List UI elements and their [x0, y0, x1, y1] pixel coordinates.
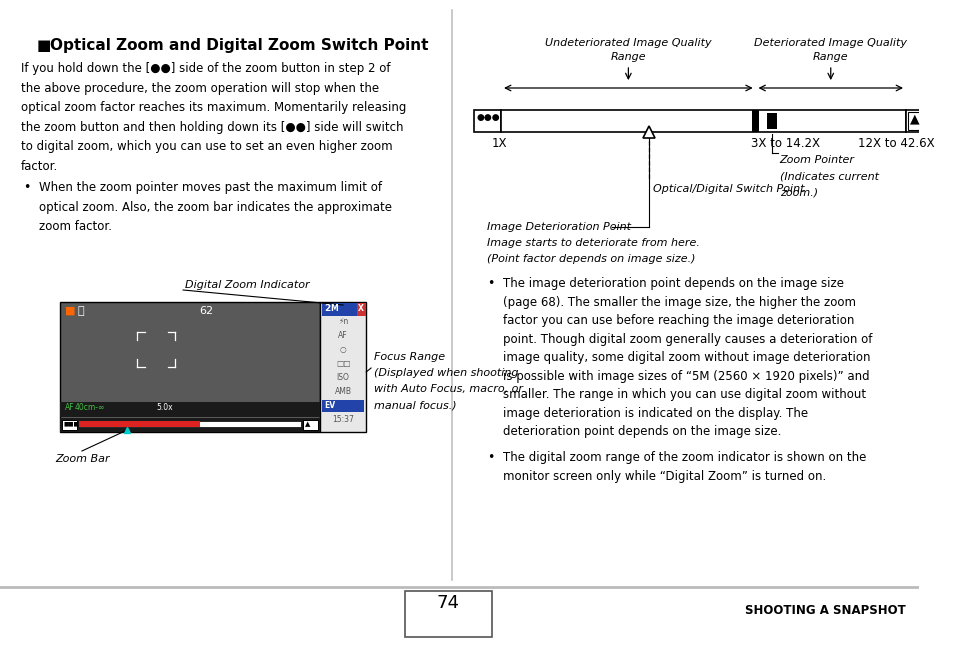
- Bar: [321, 400, 364, 412]
- Text: Zoom Bar: Zoom Bar: [55, 454, 110, 464]
- Text: zoom.): zoom.): [779, 187, 817, 197]
- Text: factor.: factor.: [21, 160, 58, 172]
- Text: deterioration point depends on the image size.: deterioration point depends on the image…: [502, 425, 781, 438]
- Text: •: •: [486, 452, 494, 464]
- Text: •: •: [486, 277, 494, 290]
- Text: AF: AF: [338, 331, 348, 340]
- Bar: [404, 591, 491, 637]
- Text: the above procedure, the zoom operation will stop when the: the above procedure, the zoom operation …: [21, 81, 379, 94]
- Bar: [766, 113, 776, 129]
- Text: point. Though digital zoom generally causes a deterioration of: point. Though digital zoom generally cau…: [502, 333, 872, 346]
- Text: 15:37: 15:37: [332, 415, 354, 424]
- Bar: [60, 402, 319, 417]
- Text: (Point factor depends on image size.): (Point factor depends on image size.): [486, 254, 695, 264]
- Text: M: M: [331, 304, 338, 313]
- Text: Image Deterioration Point: Image Deterioration Point: [486, 222, 630, 232]
- Text: (Displayed when shooting: (Displayed when shooting: [374, 368, 517, 378]
- Text: Digital Zoom Indicator: Digital Zoom Indicator: [185, 280, 310, 290]
- Text: factor you can use before reaching the image deterioration: factor you can use before reaching the i…: [502, 314, 854, 327]
- Bar: [62, 420, 77, 430]
- Text: AMB: AMB: [335, 387, 352, 396]
- Text: zoom factor.: zoom factor.: [38, 220, 112, 233]
- Text: the zoom button and then holding down its [●●] side will switch: the zoom button and then holding down it…: [21, 121, 403, 134]
- Bar: [907, 112, 930, 130]
- Text: with Auto Focus, macro, or: with Auto Focus, macro, or: [374, 384, 522, 394]
- Text: 1X: 1X: [491, 137, 506, 150]
- Text: The digital zoom range of the zoom indicator is shown on the: The digital zoom range of the zoom indic…: [502, 452, 865, 464]
- Text: (page 68). The smaller the image size, the higher the zoom: (page 68). The smaller the image size, t…: [502, 295, 855, 309]
- Text: Zoom Pointer: Zoom Pointer: [779, 155, 854, 165]
- Text: Optical/Digital Switch Point: Optical/Digital Switch Point: [653, 184, 804, 194]
- Text: ■: ■: [36, 38, 51, 53]
- Text: AF: AF: [65, 403, 74, 412]
- Text: ●●●: ●●●: [476, 113, 499, 122]
- Text: 3X to 14.2X: 3X to 14.2X: [750, 137, 819, 150]
- Bar: [905, 110, 932, 132]
- Bar: [60, 418, 319, 432]
- Text: Range: Range: [812, 52, 847, 62]
- Text: When the zoom pointer moves past the maximum limit of: When the zoom pointer moves past the max…: [38, 181, 381, 194]
- Text: manual focus.): manual focus.): [374, 400, 456, 410]
- Bar: [356, 303, 366, 316]
- Bar: [79, 421, 200, 427]
- Text: If you hold down the [●●] side of the zoom button in step 2 of: If you hold down the [●●] side of the zo…: [21, 62, 391, 75]
- Text: monitor screen only while “Digital Zoom” is turned on.: monitor screen only while “Digital Zoom”…: [502, 470, 825, 483]
- Text: ■: ■: [65, 306, 75, 316]
- Text: □□: □□: [335, 359, 350, 368]
- Text: SHOOTING A SNAPSHOT: SHOOTING A SNAPSHOT: [744, 604, 905, 617]
- Text: Image starts to deteriorate from here.: Image starts to deteriorate from here.: [486, 238, 699, 248]
- Text: 2: 2: [323, 304, 330, 313]
- Text: to digital zoom, which you can use to set an even higher zoom: to digital zoom, which you can use to se…: [21, 140, 393, 153]
- Bar: [500, 110, 905, 132]
- Text: The image deterioration point depends on the image size: The image deterioration point depends on…: [502, 277, 843, 290]
- Text: ⌕: ⌕: [77, 306, 84, 316]
- Bar: [474, 110, 500, 132]
- Text: image quality, some digital zoom without image deterioration: image quality, some digital zoom without…: [502, 351, 870, 364]
- Text: Optical Zoom and Digital Zoom Switch Point: Optical Zoom and Digital Zoom Switch Poi…: [51, 38, 428, 53]
- Bar: [302, 420, 317, 430]
- Text: ISO: ISO: [336, 373, 349, 382]
- Text: ■■■: ■■■: [64, 421, 79, 426]
- Bar: [751, 110, 759, 132]
- Text: ⚡n: ⚡n: [337, 317, 348, 326]
- Text: 74: 74: [436, 594, 459, 612]
- Text: Range: Range: [610, 52, 645, 62]
- Text: optical zoom. Also, the zoom bar indicates the approximate: optical zoom. Also, the zoom bar indicat…: [38, 200, 391, 213]
- Bar: [79, 421, 300, 427]
- Text: is possible with image sizes of “5M (2560 × 1920 pixels)” and: is possible with image sizes of “5M (256…: [502, 370, 869, 382]
- Text: Focus Range: Focus Range: [374, 352, 445, 362]
- Text: Deteriorated Image Quality: Deteriorated Image Quality: [754, 38, 906, 48]
- Bar: [321, 303, 364, 316]
- Text: ○: ○: [339, 345, 346, 354]
- Text: ▲: ▲: [909, 112, 919, 125]
- Text: 12X to 42.6X: 12X to 42.6X: [857, 137, 934, 150]
- Text: Undeteriorated Image Quality: Undeteriorated Image Quality: [544, 38, 711, 48]
- Text: smaller. The range in which you can use digital zoom without: smaller. The range in which you can use …: [502, 388, 865, 401]
- Text: 40cm-∞: 40cm-∞: [74, 403, 105, 412]
- Text: optical zoom factor reaches its maximum. Momentarily releasing: optical zoom factor reaches its maximum.…: [21, 101, 406, 114]
- Text: EV: EV: [323, 401, 335, 410]
- Text: X: X: [357, 304, 363, 313]
- Bar: [60, 302, 319, 432]
- Bar: [319, 302, 366, 432]
- Text: image deterioration is indicated on the display. The: image deterioration is indicated on the …: [502, 406, 807, 419]
- Text: •: •: [23, 181, 30, 194]
- Text: 62: 62: [199, 306, 213, 316]
- Text: ▲: ▲: [304, 421, 310, 427]
- Text: 5.0x: 5.0x: [156, 403, 172, 412]
- Text: (Indicates current: (Indicates current: [779, 171, 878, 181]
